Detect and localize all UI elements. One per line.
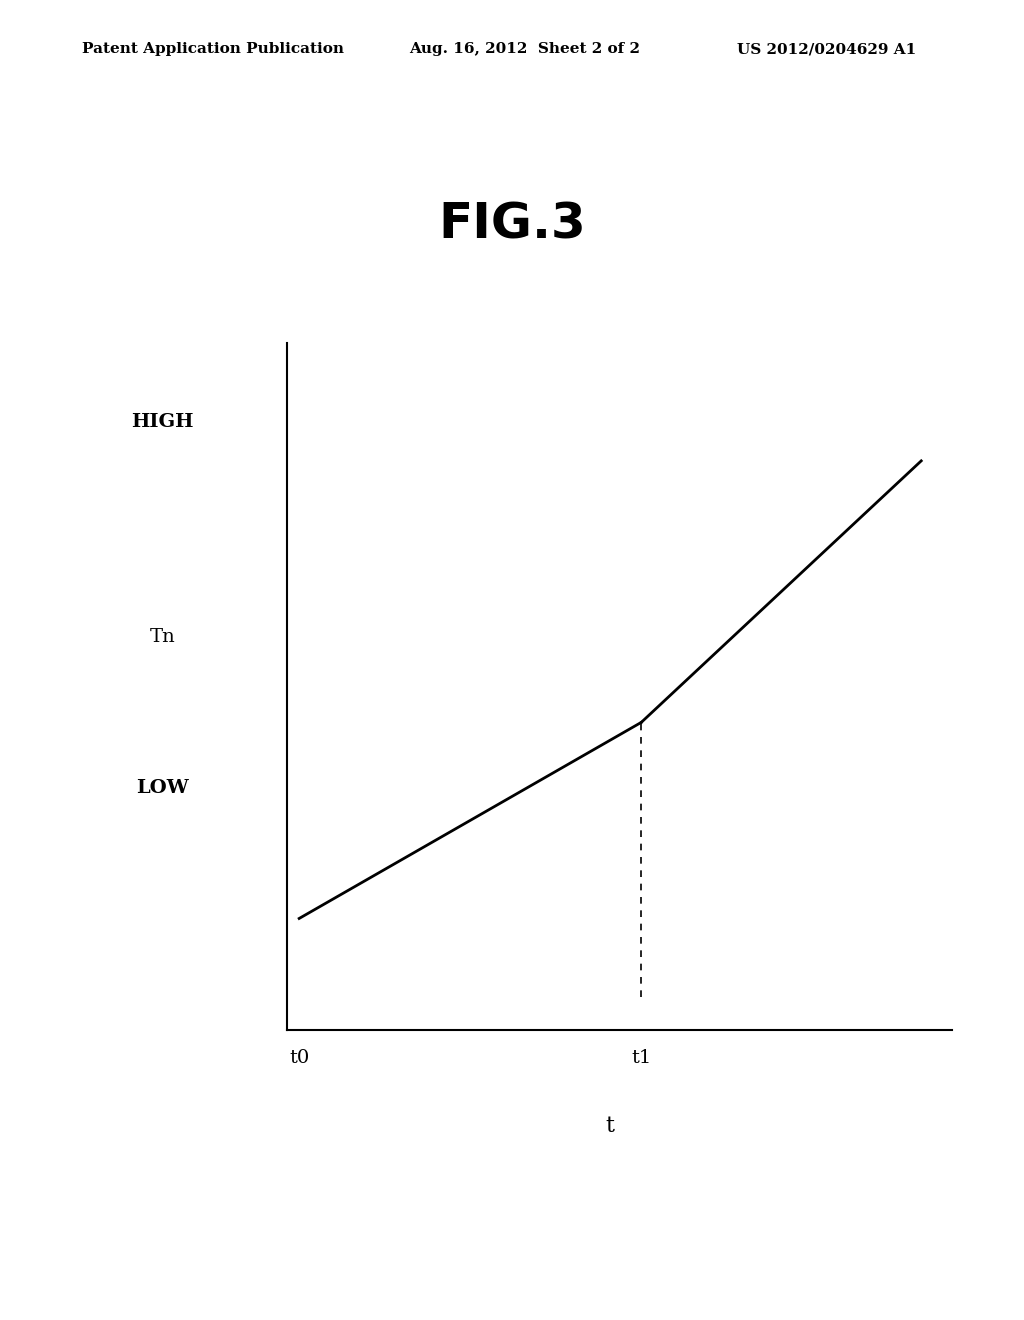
Text: t0: t0 xyxy=(289,1049,309,1067)
Text: Patent Application Publication: Patent Application Publication xyxy=(82,42,344,57)
Text: t: t xyxy=(605,1114,614,1137)
Text: LOW: LOW xyxy=(136,779,188,797)
Text: Aug. 16, 2012  Sheet 2 of 2: Aug. 16, 2012 Sheet 2 of 2 xyxy=(410,42,641,57)
Text: Tn: Tn xyxy=(150,628,175,647)
Text: t1: t1 xyxy=(631,1049,651,1067)
Text: FIG.3: FIG.3 xyxy=(438,201,586,248)
Text: HIGH: HIGH xyxy=(131,413,194,430)
Text: US 2012/0204629 A1: US 2012/0204629 A1 xyxy=(737,42,916,57)
